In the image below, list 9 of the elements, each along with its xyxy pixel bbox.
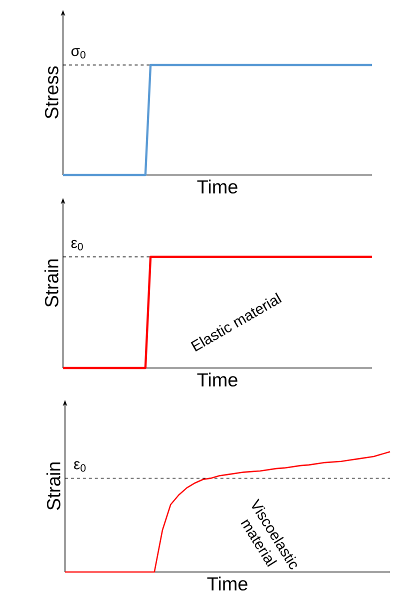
x-axis-title: Time	[207, 576, 248, 591]
x-axis-title: Time	[197, 180, 238, 194]
y-axis-title: Strain	[44, 260, 58, 307]
y-axis-title: Stress	[44, 66, 58, 118]
ref-line-label: ε$_{0}$	[74, 461, 86, 472]
ref-line-label: ε$_{0}$	[71, 240, 83, 250]
y-axis-title: Strain	[46, 462, 60, 510]
ref-line-label: σ$_{0}$	[71, 48, 86, 58]
x-axis-title: Time	[197, 372, 238, 387]
